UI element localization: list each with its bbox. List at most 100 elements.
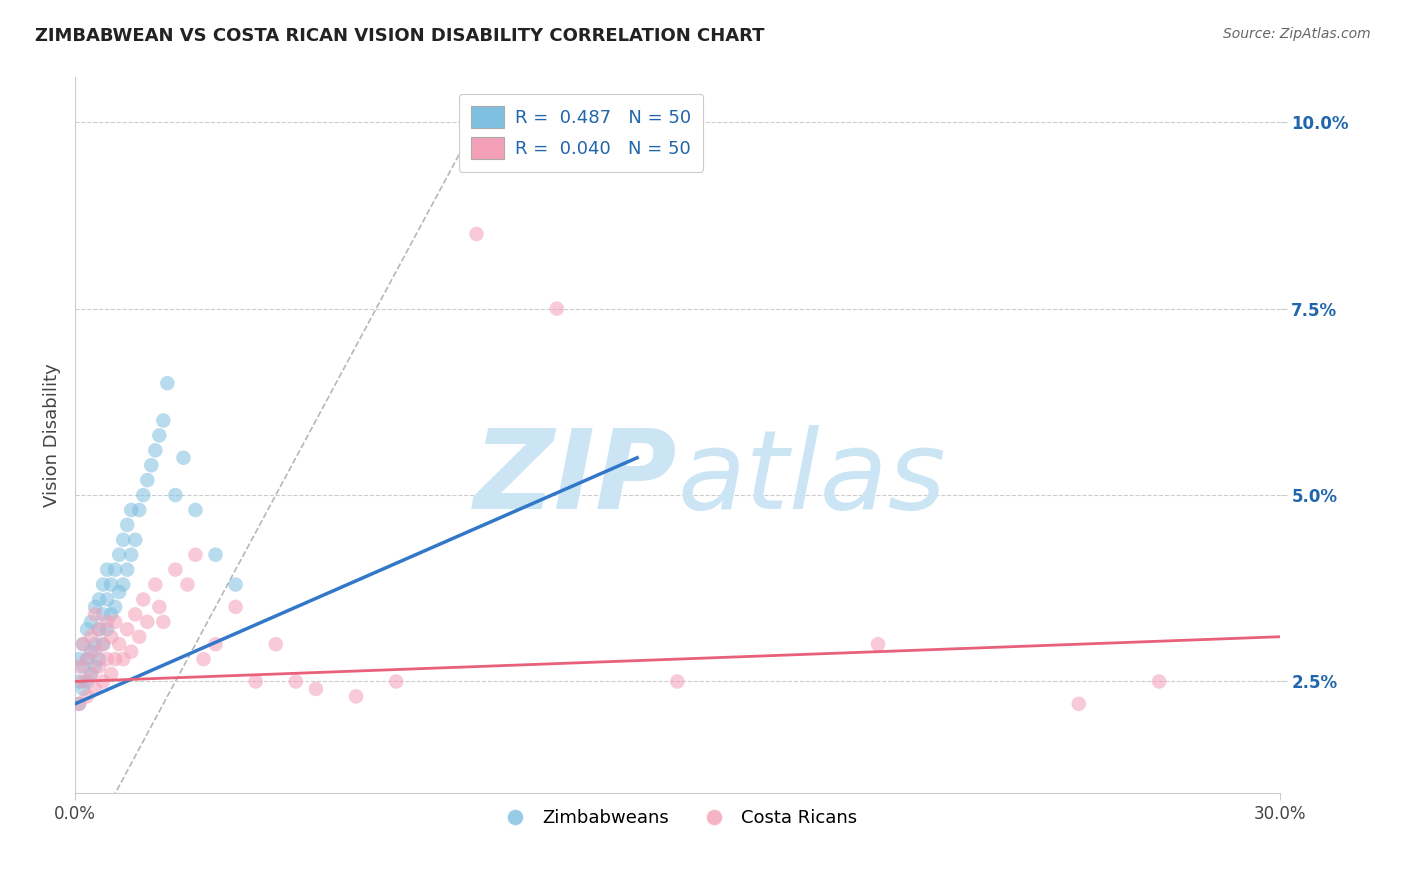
Point xyxy=(866,637,889,651)
Point xyxy=(100,607,122,622)
Point xyxy=(225,577,247,591)
Point xyxy=(87,622,110,636)
Point xyxy=(385,674,408,689)
Point xyxy=(96,622,118,636)
Point xyxy=(204,637,226,651)
Legend: Zimbabweans, Costa Ricans: Zimbabweans, Costa Ricans xyxy=(489,802,865,834)
Point xyxy=(91,674,114,689)
Point xyxy=(344,690,367,704)
Point xyxy=(91,637,114,651)
Point xyxy=(72,637,94,651)
Point xyxy=(132,488,155,502)
Point xyxy=(184,503,207,517)
Point xyxy=(67,697,90,711)
Point xyxy=(108,585,131,599)
Point xyxy=(87,652,110,666)
Point xyxy=(143,443,166,458)
Text: ZIP: ZIP xyxy=(474,425,678,532)
Point xyxy=(104,599,127,614)
Point xyxy=(67,652,90,666)
Point xyxy=(72,681,94,696)
Point xyxy=(76,690,98,704)
Point xyxy=(120,645,142,659)
Point xyxy=(193,652,215,666)
Point xyxy=(72,659,94,673)
Point xyxy=(80,667,103,681)
Point xyxy=(225,599,247,614)
Point xyxy=(91,607,114,622)
Point xyxy=(143,577,166,591)
Point xyxy=(136,473,159,487)
Point xyxy=(91,637,114,651)
Point xyxy=(115,517,138,532)
Point xyxy=(96,563,118,577)
Point xyxy=(165,488,187,502)
Point xyxy=(1067,697,1090,711)
Text: Source: ZipAtlas.com: Source: ZipAtlas.com xyxy=(1223,27,1371,41)
Point xyxy=(67,697,90,711)
Point xyxy=(204,548,226,562)
Point xyxy=(84,637,107,651)
Point xyxy=(120,548,142,562)
Point xyxy=(465,227,488,241)
Point xyxy=(141,458,163,473)
Point xyxy=(84,645,107,659)
Point xyxy=(165,563,187,577)
Point xyxy=(112,577,135,591)
Point xyxy=(87,659,110,673)
Point xyxy=(100,667,122,681)
Point xyxy=(104,563,127,577)
Point xyxy=(112,652,135,666)
Point xyxy=(108,548,131,562)
Point xyxy=(120,503,142,517)
Point xyxy=(87,592,110,607)
Point xyxy=(87,622,110,636)
Point xyxy=(148,428,170,442)
Point xyxy=(115,622,138,636)
Point xyxy=(666,674,689,689)
Point xyxy=(172,450,194,465)
Point xyxy=(305,681,328,696)
Point xyxy=(100,577,122,591)
Point xyxy=(124,533,146,547)
Point xyxy=(96,592,118,607)
Point xyxy=(112,533,135,547)
Point xyxy=(546,301,568,316)
Point xyxy=(184,548,207,562)
Point xyxy=(67,674,90,689)
Point xyxy=(100,630,122,644)
Point xyxy=(104,652,127,666)
Point xyxy=(67,659,90,673)
Point xyxy=(80,645,103,659)
Point xyxy=(176,577,198,591)
Point xyxy=(264,637,287,651)
Point xyxy=(115,563,138,577)
Point xyxy=(152,615,174,629)
Point xyxy=(136,615,159,629)
Point xyxy=(84,599,107,614)
Point xyxy=(152,413,174,427)
Point xyxy=(124,607,146,622)
Point xyxy=(148,599,170,614)
Point xyxy=(84,681,107,696)
Point xyxy=(128,503,150,517)
Point xyxy=(132,592,155,607)
Point xyxy=(80,615,103,629)
Point xyxy=(104,615,127,629)
Point xyxy=(1147,674,1170,689)
Point xyxy=(76,652,98,666)
Point xyxy=(80,667,103,681)
Text: atlas: atlas xyxy=(678,425,946,532)
Point xyxy=(72,637,94,651)
Point xyxy=(76,622,98,636)
Point xyxy=(80,630,103,644)
Point xyxy=(84,659,107,673)
Point xyxy=(245,674,267,689)
Point xyxy=(284,674,307,689)
Text: ZIMBABWEAN VS COSTA RICAN VISION DISABILITY CORRELATION CHART: ZIMBABWEAN VS COSTA RICAN VISION DISABIL… xyxy=(35,27,765,45)
Point xyxy=(76,652,98,666)
Y-axis label: Vision Disability: Vision Disability xyxy=(44,364,60,508)
Point xyxy=(91,577,114,591)
Point xyxy=(108,637,131,651)
Point xyxy=(72,674,94,689)
